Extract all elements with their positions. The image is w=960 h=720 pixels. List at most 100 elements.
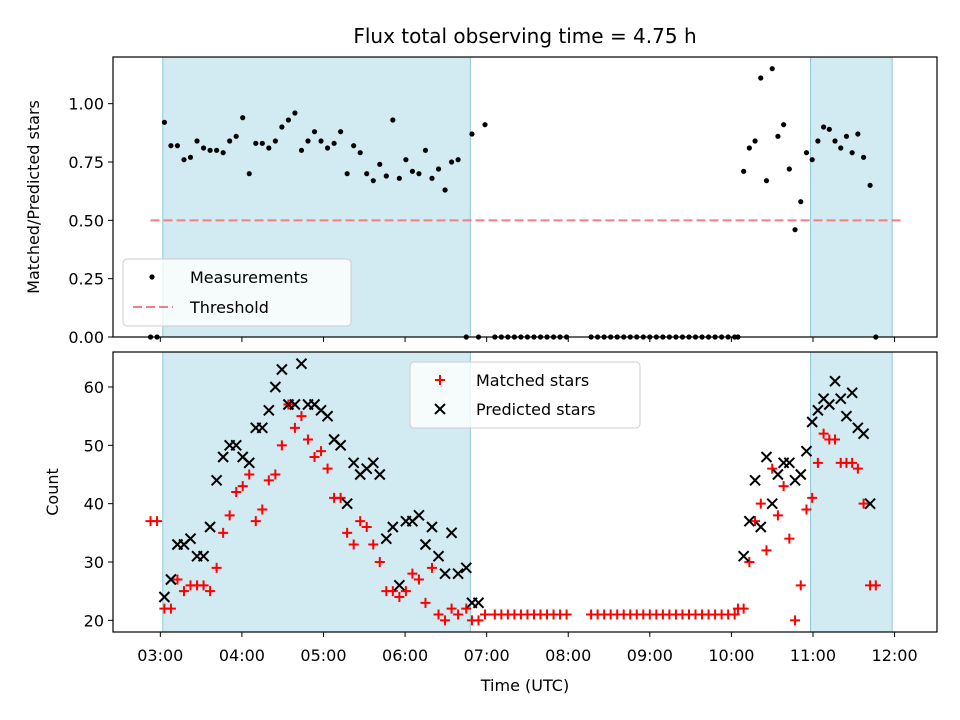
measurement-point [233,133,239,139]
predicted-star-point [256,422,269,434]
predicted-star-point [165,573,177,586]
matched-star-point [335,492,346,503]
predicted-star-point [445,527,458,539]
x-tick-label: 12:00 [872,646,918,665]
bottom-y-tick-label: 20 [84,611,104,630]
predicted-star-point [387,521,399,533]
measurement-point [161,119,167,125]
x-tick-label: 10:00 [708,646,754,665]
predicted-star-point [341,497,353,510]
predicted-star-point [452,567,464,580]
matched-star-point [818,428,829,439]
measurement-point [403,157,409,163]
matched-star-point [440,615,451,626]
x-tick-label: 06:00 [382,646,428,665]
matched-star-point [480,609,491,620]
matched-star-point [738,603,749,614]
matched-star-point [461,603,472,614]
matched-star-point [807,492,818,503]
matched-star-point [165,603,176,614]
matched-star-point [387,586,398,597]
matched-star-point [778,481,789,492]
measurement-point [253,140,259,146]
measurement-point [344,171,350,177]
predicted-star-point [158,591,171,603]
matched-star-point [316,446,327,457]
matched-star-point [178,586,189,597]
predicted-star-point [772,468,784,481]
x-tick-label: 04:00 [219,646,265,665]
legend-predicted-label: Predicted stars [476,400,596,419]
bottom-legend: Matched stars Predicted stars [409,361,641,429]
predicted-star-point [269,381,282,393]
top-y-tick-label: 0.50 [68,211,104,230]
measurement-point [803,150,810,156]
matched-star-point [433,609,444,620]
top-y-tick-label: 1.00 [68,95,104,114]
measurement-point [324,145,331,151]
predicted-star-point [243,457,255,469]
matched-star-point [152,516,163,527]
legend-matched-label: Matched stars [476,371,589,390]
measurement-point [227,138,233,144]
x-tick-label: 09:00 [627,646,673,665]
predicted-star-point [289,398,301,411]
measurement-point [820,124,827,130]
legend-threshold-label: Threshold [189,298,269,317]
matched-star-point [784,533,795,544]
x-tick-label: 11:00 [790,646,836,665]
matched-star-point [198,580,209,591]
top-y-tick-label: 0.00 [68,328,104,347]
measurement-point [838,145,844,151]
measurement-point [168,143,174,149]
matched-star-point [420,597,431,608]
predicted-star-point [857,427,870,440]
bottom-legend-box [409,361,641,429]
bottom-y-tick-label: 40 [84,495,104,514]
predicted-star-point [393,579,406,592]
matched-star-point [348,539,359,550]
matched-star-point [250,516,261,527]
measurement-point [187,154,194,160]
bottom-y-axis-label: Count [43,468,62,516]
predicted-star-point [766,497,778,510]
matched-star-point [847,457,858,468]
x-tick-label: 08:00 [545,646,591,665]
measurement-point [181,157,187,163]
measurement-point [482,122,488,128]
measurement-point [214,147,220,153]
matched-star-point [355,516,366,527]
predicted-star-point [800,445,813,457]
top-y-axis-label: Matched/Predicted stars [24,100,43,294]
matched-star-point [211,562,222,573]
measurement-point [338,129,344,135]
measurement-point [798,199,804,205]
legend-measurements-label: Measurements [190,268,308,287]
predicted-star-point [413,509,425,522]
measurement-point [390,117,396,123]
matched-star-point [812,457,823,468]
predicted-star-point [276,363,288,376]
measurement-point [435,166,442,172]
matched-star-point [361,522,372,532]
measurement-point [357,150,363,156]
predicted-star-point [755,521,767,533]
measurement-point [826,126,832,132]
predicted-star-point [472,597,485,609]
measurement-point [351,143,357,149]
measurement-point [746,145,752,151]
predicted-star-point [374,468,386,481]
measurement-point [781,122,787,128]
predicted-star-point [380,532,393,545]
predicted-star-point [829,375,841,387]
measurement-point [752,138,758,144]
x-tick-label: 07:00 [464,646,510,665]
matched-star-point [801,504,812,515]
measurement-point [769,66,775,72]
matched-star-point [453,609,464,620]
measurement-point [285,117,292,123]
matched-star-point [270,469,281,480]
predicted-star-point [743,515,756,527]
matched-star-point [237,481,248,492]
predicted-star-point [806,416,818,428]
